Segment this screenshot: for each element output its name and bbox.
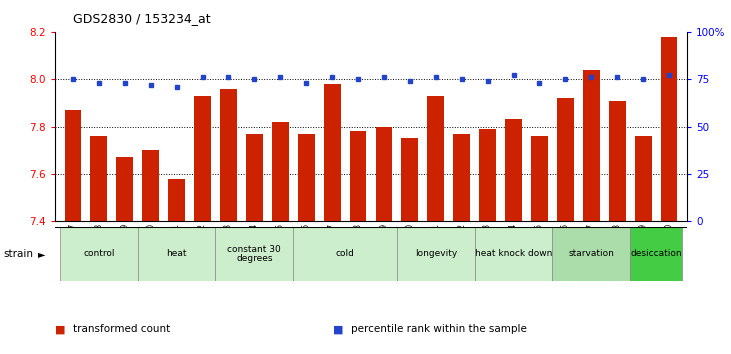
Bar	[474, 227, 553, 281]
Bar	[168, 179, 185, 221]
Bar	[428, 96, 444, 221]
Text: percentile rank within the sample: percentile rank within the sample	[351, 324, 527, 334]
Text: heat: heat	[167, 250, 187, 258]
Bar	[480, 129, 496, 221]
Text: heat knock down: heat knock down	[475, 250, 552, 258]
Bar	[609, 101, 626, 221]
Bar	[553, 227, 630, 281]
Bar	[116, 157, 133, 221]
Bar	[635, 136, 651, 221]
Bar	[194, 96, 211, 221]
Text: transformed count: transformed count	[73, 324, 170, 334]
Bar	[376, 127, 393, 221]
Bar	[220, 88, 237, 221]
Text: starvation: starvation	[568, 250, 614, 258]
Text: desiccation: desiccation	[630, 250, 682, 258]
Text: ■: ■	[55, 324, 65, 334]
Text: cold: cold	[336, 250, 355, 258]
Bar	[401, 138, 418, 221]
Text: constant 30
degrees: constant 30 degrees	[227, 245, 281, 263]
Bar	[143, 150, 159, 221]
Text: ■: ■	[333, 324, 343, 334]
Bar	[137, 227, 216, 281]
Bar	[505, 119, 522, 221]
Bar	[661, 36, 678, 221]
Bar	[293, 227, 397, 281]
Text: control: control	[83, 250, 115, 258]
Text: ►: ►	[38, 249, 45, 259]
Bar	[630, 227, 682, 281]
Text: longevity: longevity	[414, 250, 457, 258]
Bar	[324, 84, 341, 221]
Bar	[453, 134, 470, 221]
Bar	[91, 136, 107, 221]
Text: GDS2830 / 153234_at: GDS2830 / 153234_at	[73, 12, 211, 25]
Bar	[583, 70, 599, 221]
Bar	[246, 134, 262, 221]
Bar	[216, 227, 293, 281]
Bar	[397, 227, 474, 281]
Bar	[64, 110, 81, 221]
Bar	[557, 98, 574, 221]
Text: strain: strain	[4, 249, 34, 259]
Bar	[298, 134, 314, 221]
Bar	[349, 131, 366, 221]
Bar	[272, 122, 289, 221]
Bar	[531, 136, 548, 221]
Bar	[60, 227, 137, 281]
